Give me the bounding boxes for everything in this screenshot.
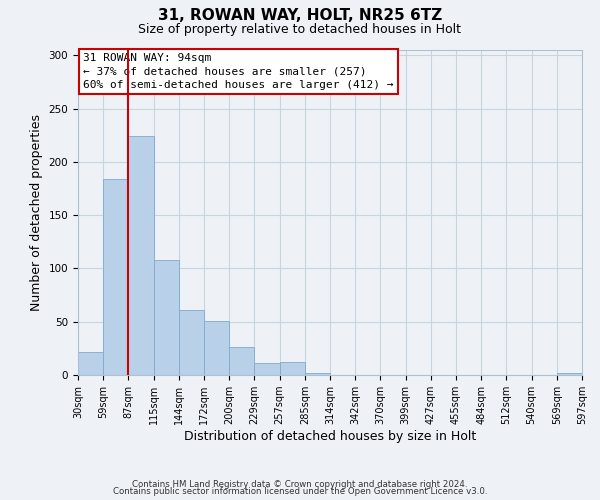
Bar: [128, 136, 154, 375]
Bar: [254, 364, 280, 375]
Text: Contains public sector information licensed under the Open Government Licence v3: Contains public sector information licen…: [113, 488, 487, 496]
Text: 31 ROWAN WAY: 94sqm
← 37% of detached houses are smaller (257)
60% of semi-detac: 31 ROWAN WAY: 94sqm ← 37% of detached ho…: [83, 53, 394, 90]
Bar: [179, 310, 204, 375]
Text: Size of property relative to detached houses in Holt: Size of property relative to detached ho…: [139, 22, 461, 36]
Bar: [280, 362, 305, 375]
X-axis label: Distribution of detached houses by size in Holt: Distribution of detached houses by size …: [184, 430, 476, 443]
Bar: [557, 373, 582, 375]
Bar: [78, 352, 103, 375]
Bar: [229, 348, 254, 375]
Bar: [154, 260, 179, 375]
Bar: [204, 320, 229, 375]
Bar: [305, 373, 330, 375]
Y-axis label: Number of detached properties: Number of detached properties: [30, 114, 43, 311]
Bar: [103, 179, 128, 375]
Text: Contains HM Land Registry data © Crown copyright and database right 2024.: Contains HM Land Registry data © Crown c…: [132, 480, 468, 489]
Text: 31, ROWAN WAY, HOLT, NR25 6TZ: 31, ROWAN WAY, HOLT, NR25 6TZ: [158, 8, 442, 22]
